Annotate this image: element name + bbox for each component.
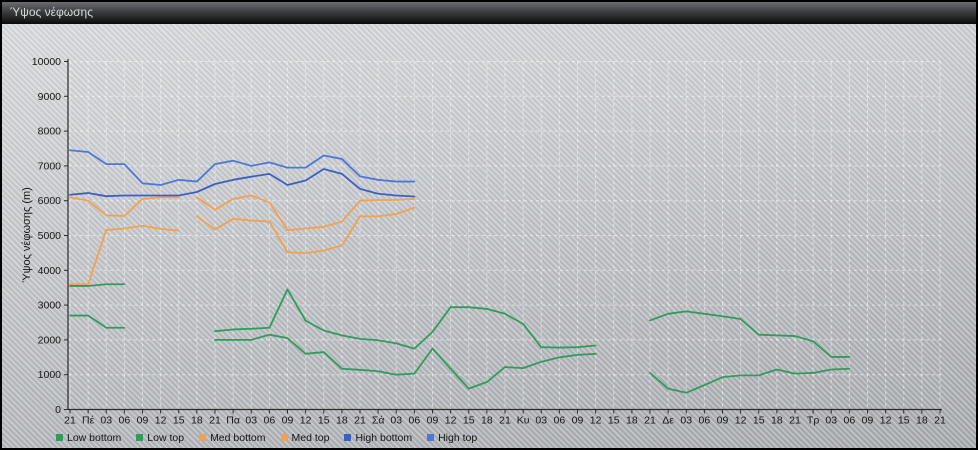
x-tick-label: 06 bbox=[844, 415, 856, 427]
x-tick-label: 15 bbox=[463, 415, 475, 427]
x-tick-label: 15 bbox=[318, 415, 330, 427]
y-tick-label: 5000 bbox=[38, 230, 62, 242]
series-line-low-top bbox=[69, 283, 126, 287]
series-line-med-bottom bbox=[69, 224, 180, 286]
y-tick-label: 4000 bbox=[38, 265, 62, 277]
series-line-high-top bbox=[69, 149, 416, 186]
x-tick-label: 03 bbox=[390, 415, 402, 427]
legend-item-high-bottom: High bottom bbox=[344, 432, 412, 444]
x-tick-label: 03 bbox=[535, 415, 547, 427]
x-tick-label: 03 bbox=[680, 415, 692, 427]
series-line-low-bottom bbox=[69, 314, 126, 329]
legend-swatch bbox=[56, 434, 63, 441]
x-tick-label: 09 bbox=[282, 415, 294, 427]
x-tick-label: 12 bbox=[300, 415, 312, 427]
x-tick-label: 12 bbox=[155, 415, 167, 427]
x-tick-label: 06 bbox=[409, 415, 421, 427]
series-line-low-top bbox=[214, 288, 597, 350]
window-titlebar: Ύψος νέφωσης bbox=[2, 2, 976, 25]
legend-swatch bbox=[199, 434, 207, 441]
y-tick-label: 7000 bbox=[38, 160, 62, 172]
legend-label: Med bottom bbox=[210, 431, 266, 444]
x-tick-label: 09 bbox=[427, 415, 439, 427]
x-tick-label: 03 bbox=[245, 415, 257, 427]
x-tick-label: 06 bbox=[554, 415, 566, 427]
legend-item-low-top: Low top bbox=[136, 432, 184, 444]
y-axis-title: Ύψος νέφωσης (m) bbox=[21, 187, 33, 283]
y-tick-label: 1000 bbox=[38, 369, 62, 381]
y-tick-label: 0 bbox=[55, 404, 61, 416]
cloud-height-chart: 0 1000 2000 3000 4000 5000 6000 7000 8000 9000 100… bbox=[21, 56, 946, 427]
legend-label: Low bottom bbox=[67, 431, 122, 444]
x-tick-label: 12 bbox=[590, 415, 602, 427]
x-tick-label: 21 bbox=[934, 415, 946, 427]
legend-item-high-top: High top bbox=[427, 432, 477, 444]
x-tick-label: 15 bbox=[608, 415, 620, 427]
x-tick-label: 21 bbox=[789, 415, 801, 427]
legend-swatch bbox=[427, 434, 435, 441]
legend-label: High top bbox=[438, 431, 478, 444]
legend-swatch bbox=[344, 434, 352, 441]
legend-label: Med top bbox=[291, 431, 330, 444]
legend-item-med-bottom: Med bottom bbox=[199, 431, 266, 444]
x-tick-label: 18 bbox=[626, 415, 638, 427]
x-tick-label: 06 bbox=[119, 415, 131, 427]
x-tick-label: 03 bbox=[825, 415, 837, 427]
x-tick-label: Σά bbox=[372, 415, 385, 427]
x-tick-label: 12 bbox=[880, 415, 892, 427]
x-tick-label: 09 bbox=[862, 415, 874, 427]
x-tick-label: 21 bbox=[354, 415, 366, 427]
x-tick-label: 21 bbox=[499, 415, 511, 427]
x-tick-label: 18 bbox=[771, 415, 783, 427]
x-tick-label: 18 bbox=[191, 415, 203, 427]
x-tick-label: 21 bbox=[644, 415, 656, 427]
x-tick-label: Πα bbox=[226, 415, 240, 427]
y-tick-label: 9000 bbox=[38, 91, 62, 103]
legend-swatch bbox=[280, 434, 288, 441]
series-line-low-bottom bbox=[649, 367, 851, 394]
x-tick-label: 12 bbox=[735, 415, 747, 427]
legend-label: Low top bbox=[147, 431, 185, 444]
y-tick-label: 8000 bbox=[38, 126, 62, 138]
x-tick-label: 09 bbox=[717, 415, 729, 427]
series-line-low-bottom bbox=[214, 333, 597, 390]
series-line-med-bottom bbox=[195, 206, 416, 255]
x-tick-label: 09 bbox=[572, 415, 584, 427]
x-tick-label: Δε bbox=[662, 415, 674, 427]
x-tick-label: 21 bbox=[64, 415, 76, 427]
series-line-med-top bbox=[69, 196, 180, 217]
chart-area: 0 1000 2000 3000 4000 5000 6000 7000 8000 9000 100… bbox=[2, 24, 976, 448]
x-tick-label: 12 bbox=[445, 415, 457, 427]
window-title: Ύψος νέφωσης bbox=[10, 5, 93, 19]
legend-item-med-top: Med top bbox=[280, 431, 330, 444]
x-tick-label: 03 bbox=[100, 415, 112, 427]
x-tick-label: Κυ bbox=[517, 415, 530, 427]
legend-swatch bbox=[136, 434, 144, 441]
x-tick-label: Πέ bbox=[82, 415, 95, 427]
x-tick-label: 15 bbox=[898, 415, 910, 427]
x-tick-label: 21 bbox=[209, 415, 221, 427]
x-tick-label: 18 bbox=[916, 415, 928, 427]
series-line-med-top bbox=[195, 194, 416, 232]
chart-legend: Low bottom Low top Med bottom Med top High b… bbox=[56, 430, 477, 445]
y-tick-label: 6000 bbox=[38, 195, 62, 207]
x-tick-label: 18 bbox=[481, 415, 493, 427]
x-tick-label: 15 bbox=[173, 415, 185, 427]
x-tick-label: 18 bbox=[336, 415, 348, 427]
y-tick-label: 10000 bbox=[32, 56, 61, 68]
series-line-low-top bbox=[649, 310, 851, 358]
series-line-high-bottom bbox=[69, 168, 416, 198]
x-tick-label: Τρ bbox=[807, 415, 819, 427]
x-tick-label: 06 bbox=[264, 415, 276, 427]
x-tick-label: 09 bbox=[137, 415, 149, 427]
x-tick-label: 06 bbox=[699, 415, 711, 427]
x-tick-label: 15 bbox=[753, 415, 765, 427]
legend-item-low-bottom: Low bottom bbox=[56, 432, 121, 444]
y-tick-label: 2000 bbox=[38, 334, 62, 346]
legend-label: High bottom bbox=[355, 431, 413, 444]
y-tick-label: 3000 bbox=[38, 300, 62, 312]
